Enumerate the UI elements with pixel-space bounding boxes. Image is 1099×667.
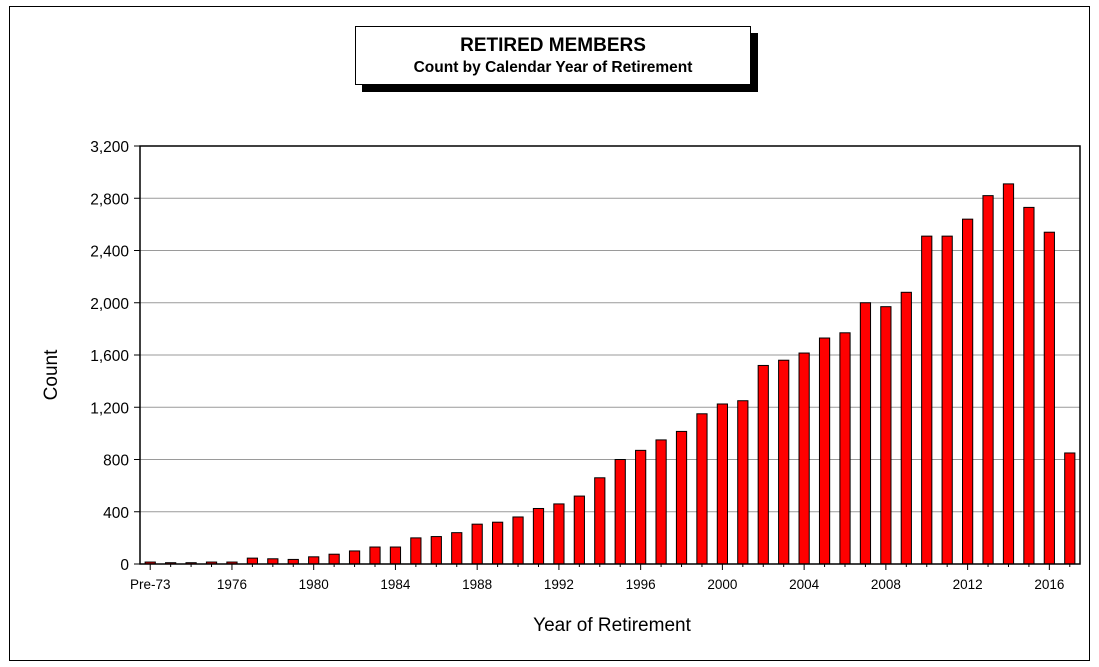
y-tick-label: 0 [120,557,129,574]
x-tick-label: 1996 [626,577,656,592]
bar [900,291,912,565]
bar [818,337,831,565]
bar [675,430,688,565]
chart-title-box: RETIRED MEMBERS Count by Calendar Year o… [355,26,751,85]
bar [451,532,463,565]
bar [757,364,769,565]
chart-title: RETIRED MEMBERS [460,35,646,56]
bar [921,235,933,565]
bar [778,359,790,565]
x-tick-label: 1984 [380,577,411,592]
y-tick-label: 2,400 [90,244,129,261]
bar [655,439,667,565]
x-tick-label: 1980 [299,577,329,592]
y-tick-label: 800 [103,453,129,470]
x-tick-label: 2004 [789,577,820,592]
bar [696,413,708,565]
bar [716,403,728,565]
x-tick-label: 2012 [953,577,983,592]
bar [246,557,258,565]
bar [410,537,422,565]
bar [982,195,994,565]
bars [144,183,1076,565]
bar [594,477,606,565]
x-axis-ticks: Pre-73 1976 1980 1984 1988 1992 1996 2000 2004 20… [130,564,1071,592]
chart-subtitle: Count by Calendar Year of Retirement [413,59,693,76]
bar [614,459,626,565]
y-axis-ticks: 0 400 800 1,200 1,600 2,000 2,400 2,800 3,200 [90,139,140,574]
y-tick-label: 2,800 [90,191,129,208]
bar [839,332,851,565]
x-tick-label: 2016 [1034,577,1064,592]
bar [737,400,749,565]
bar [941,235,953,565]
bar [369,546,381,565]
gridlines [140,197,1080,513]
bar [553,503,565,565]
bar [1002,183,1015,565]
bar [532,507,545,565]
x-tick-label: 1976 [217,577,247,592]
bar [573,495,585,565]
x-axis-title: Year of Retirement [533,615,691,636]
x-tick-label: 2008 [871,577,901,592]
bar [1023,206,1035,565]
bar [492,521,504,565]
y-tick-label: 3,200 [90,139,129,156]
bar [1064,452,1076,565]
bar [348,550,361,565]
bar [859,302,872,565]
bar [880,306,892,565]
bar [471,523,483,565]
bar [635,449,647,565]
y-axis-title: Count [41,349,62,400]
bar [267,558,279,565]
x-tick-label: 1992 [544,577,574,592]
bar [962,218,974,565]
y-tick-label: 1,200 [90,400,129,417]
bar [430,536,442,565]
x-tick-label: 2000 [707,577,737,592]
bar [798,352,810,565]
bar [1043,231,1055,565]
y-tick-label: 1,600 [90,348,129,365]
x-tick-label: 1988 [462,577,492,592]
bar [512,516,524,565]
bar [308,556,320,565]
y-tick-label: 400 [103,505,129,522]
x-tick-label: Pre-73 [130,577,171,592]
bar [389,546,402,565]
bar [328,553,340,565]
y-tick-label: 2,000 [90,296,129,313]
